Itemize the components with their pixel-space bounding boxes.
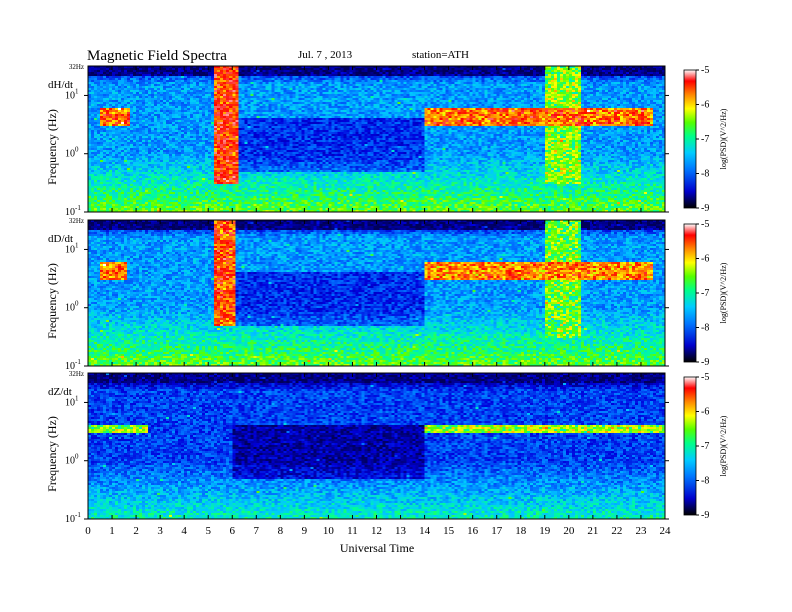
colorbar-tick-label: -5 xyxy=(701,372,709,383)
colorbar-tick-label: -6 xyxy=(701,100,709,111)
colorbar-tick-label: -7 xyxy=(701,441,709,452)
panel-label: dZ/dt xyxy=(48,386,72,398)
x-tick-label: 8 xyxy=(278,525,284,537)
x-tick-label: 0 xyxy=(85,525,91,537)
y-tick-exponent: 1 xyxy=(75,87,79,95)
x-tick-label: 18 xyxy=(515,525,527,537)
y-tick-exponent: 1 xyxy=(75,241,79,249)
y-tick-exponent: -1 xyxy=(75,358,81,366)
y-tick-label: 10 xyxy=(65,90,75,101)
y-tick-exponent: 0 xyxy=(75,300,79,308)
panel-label: dH/dt xyxy=(48,79,73,91)
x-tick-label: 15 xyxy=(443,525,455,537)
colorbar-tick-label: -7 xyxy=(701,134,709,145)
x-tick-label: 7 xyxy=(254,525,260,537)
y-tick-label: 10 xyxy=(65,207,75,218)
y-tick-label: 10 xyxy=(65,514,75,525)
y-tick-label: 10 xyxy=(65,149,75,160)
colorbar xyxy=(683,223,697,363)
x-tick-label: 21 xyxy=(587,525,598,537)
x-tick-label: 10 xyxy=(323,525,335,537)
chart-station: station=ATH xyxy=(412,49,469,61)
colorbar-tick-label: -9 xyxy=(701,357,709,368)
x-tick-label: 23 xyxy=(635,525,647,537)
y-tick-exponent: -1 xyxy=(75,204,81,212)
y-axis-label: Frequency (Hz) xyxy=(45,109,59,185)
panel-label: dD/dt xyxy=(48,233,73,245)
x-tick-label: 3 xyxy=(157,525,163,537)
chart-date: Jul. 7 , 2013 xyxy=(298,49,353,61)
colorbar-tick-label: -7 xyxy=(701,288,709,299)
x-tick-label: 12 xyxy=(371,525,382,537)
y-tick-exponent: 0 xyxy=(75,146,79,154)
y-tick-label: 10 xyxy=(65,303,75,314)
colorbar-tick-label: -8 xyxy=(701,169,709,180)
colorbar-tick-label: -5 xyxy=(701,65,709,76)
colorbar-tick-label: -6 xyxy=(701,407,709,418)
y-tick-label: 10 xyxy=(65,361,75,372)
y-tick-label: 10 xyxy=(65,397,75,408)
y-tick-exponent: 1 xyxy=(75,394,79,402)
x-tick-label: 22 xyxy=(611,525,622,537)
x-tick-label: 17 xyxy=(491,525,503,537)
x-axis-ticks: 0 1 2 3 4 5 6 7 8 9 10 11 12 13 14 15 16 17 18 19 20 21 22 23 24 xyxy=(85,525,671,537)
chart-title: Magnetic Field Spectra xyxy=(87,48,227,64)
spectrogram-heatmap xyxy=(88,220,665,366)
colorbar-label: log(PSD)(V^2/Hz) xyxy=(719,415,728,476)
colorbar-tick-label: -5 xyxy=(701,219,709,230)
x-tick-label: 6 xyxy=(230,525,236,537)
y-tick-exponent: 0 xyxy=(75,453,79,461)
colorbar xyxy=(683,376,697,516)
colorbar xyxy=(683,69,697,209)
y-top-label: 32Hz xyxy=(69,370,84,378)
colorbar-tick-label: -9 xyxy=(701,510,709,521)
colorbar-label: log(PSD)(V^2/Hz) xyxy=(719,108,728,169)
x-tick-label: 24 xyxy=(660,525,672,537)
x-tick-label: 1 xyxy=(109,525,115,537)
colorbar-tick-label: -8 xyxy=(701,476,709,487)
spectrogram-heatmap xyxy=(88,373,665,519)
colorbar-tick-label: -8 xyxy=(701,323,709,334)
x-tick-label: 13 xyxy=(395,525,407,537)
x-tick-label: 16 xyxy=(467,525,479,537)
x-tick-label: 11 xyxy=(347,525,358,537)
x-tick-label: 14 xyxy=(419,525,431,537)
colorbar-label: log(PSD)(V^2/Hz) xyxy=(719,262,728,323)
y-axis-label: Frequency (Hz) xyxy=(45,263,59,339)
x-tick-label: 2 xyxy=(133,525,139,537)
x-tick-label: 9 xyxy=(302,525,308,537)
colorbar-tick-label: -9 xyxy=(701,203,709,214)
x-tick-label: 5 xyxy=(205,525,211,537)
y-top-label: 32Hz xyxy=(69,217,84,225)
x-tick-label: 19 xyxy=(539,525,551,537)
y-tick-label: 10 xyxy=(65,456,75,467)
x-tick-label: 20 xyxy=(563,525,575,537)
y-tick-exponent: -1 xyxy=(75,511,81,519)
y-tick-label: 10 xyxy=(65,244,75,255)
x-tick-label: 4 xyxy=(181,525,187,537)
y-axis-label: Frequency (Hz) xyxy=(45,416,59,492)
x-axis-label: Universal Time xyxy=(340,541,414,555)
colorbar-tick-label: -6 xyxy=(701,254,709,265)
y-top-label: 32Hz xyxy=(69,63,84,71)
spectrogram-heatmap xyxy=(88,66,665,212)
